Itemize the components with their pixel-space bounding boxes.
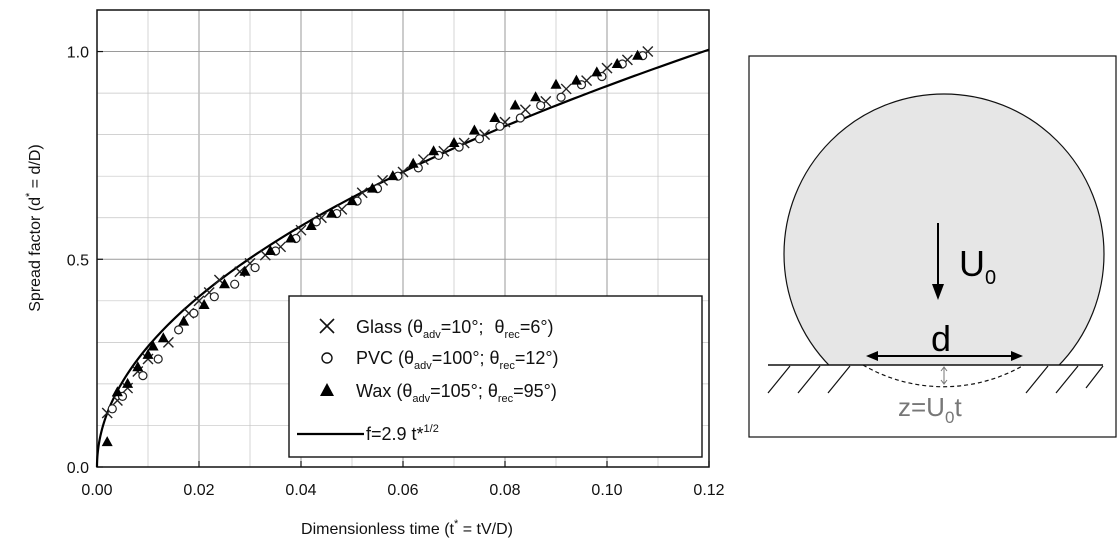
x-axis-label: Dimensionless time (t* = tV/D) [301, 518, 513, 538]
pvc-point [174, 325, 184, 335]
surface-hatching [767, 365, 1104, 394]
glass-point [560, 83, 572, 95]
wax-point [611, 58, 623, 69]
wax-point [468, 124, 480, 135]
wax-point [122, 377, 134, 388]
wax-point [570, 74, 582, 85]
legend-entry-fit: f=2.9 t*1/2 [366, 423, 439, 444]
wax-point [239, 265, 251, 276]
wax-point [366, 182, 378, 193]
wax-point [346, 195, 358, 206]
legend-marker-glass [319, 318, 335, 334]
wax-point [219, 278, 230, 289]
wax-point [591, 66, 603, 77]
legend-box [288, 295, 703, 458]
penetrated-arc [862, 364, 1025, 388]
pvc-point [153, 354, 163, 364]
legend-entry-glass: Glass (θadv=10°; θrec=6°) [356, 317, 554, 341]
legend-entry-pvc: PVC (θadv=100°; θrec=12°) [356, 348, 559, 372]
wax-point [428, 145, 440, 156]
x-tick-label: 0.06 [387, 482, 418, 499]
x-tick-label: 0.12 [693, 482, 724, 499]
legend-marker-wax [320, 383, 334, 396]
wax-point [632, 49, 644, 60]
wax-point [101, 436, 113, 447]
wax-point [387, 170, 399, 181]
z-arrow [940, 366, 948, 385]
glass-point [356, 187, 368, 199]
pvc-point [311, 217, 321, 227]
wax-point [142, 348, 154, 359]
pvc-point [495, 121, 505, 131]
x-tick-label: 0.08 [489, 482, 520, 499]
spread-factor-chart: 0.00 0.02 0.04 0.06 0.08 0.10 0.12 0.0 0.5 1.0 Di… [24, 9, 725, 538]
wax-point [305, 220, 317, 231]
pvc-point [230, 279, 240, 289]
wax-point [509, 99, 521, 110]
droplet-impact-diagram: U0 d z=U0t [748, 55, 1117, 438]
glass-point [377, 174, 389, 186]
pvc-point [138, 371, 148, 381]
x-tick-label: 0.10 [591, 482, 622, 499]
wax-point [178, 315, 190, 326]
diameter-label: d [931, 318, 951, 359]
x-tick-label: 0.00 [81, 482, 112, 499]
wax-point [264, 244, 276, 255]
velocity-label: U0 [959, 243, 996, 289]
wax-point [198, 298, 210, 309]
x-tick-label: 0.02 [183, 482, 214, 499]
wax-point [407, 157, 419, 168]
glass-point [601, 62, 613, 74]
wax-point [326, 207, 338, 218]
diameter-arrow [866, 351, 1023, 361]
pvc-point [189, 308, 199, 318]
y-tick-label: 0.5 [67, 252, 89, 269]
wax-point [157, 332, 169, 343]
pvc-point [536, 100, 546, 111]
wax-point [489, 112, 501, 123]
pvc-point [556, 92, 566, 102]
glass-point [417, 154, 429, 166]
wax-point [530, 91, 542, 102]
velocity-arrow [932, 223, 944, 300]
wax-point [448, 136, 460, 147]
pvc-point [250, 262, 260, 273]
y-tick-label: 0.0 [67, 460, 89, 477]
y-axis-label: Spread factor (d* = d/D) [24, 144, 44, 311]
wax-point [285, 232, 297, 243]
wax-point [132, 361, 144, 372]
x-tick-label: 0.04 [285, 482, 316, 499]
axis-tick-labels: 0.00 0.02 0.04 0.06 0.08 0.10 0.12 0.0 0.5 1.0 [67, 45, 725, 499]
pvc-point [107, 404, 117, 414]
pvc-point [515, 113, 525, 123]
legend: Glass (θadv=10°; θrec=6°) PVC (θadv=100°… [288, 295, 703, 458]
legend-marker-pvc [321, 352, 333, 364]
wax-point [111, 386, 123, 397]
data-points [101, 46, 654, 447]
glass-point [295, 224, 307, 236]
wax-point [550, 78, 562, 89]
y-tick-label: 1.0 [67, 45, 89, 62]
wax-point [147, 340, 159, 351]
glass-point [519, 104, 531, 116]
pvc-point [209, 292, 219, 302]
pvc-point [474, 134, 485, 144]
legend-entry-wax: Wax (θadv=105°; θrec=95°) [356, 381, 557, 405]
penetration-label: z=U0t [898, 392, 962, 427]
